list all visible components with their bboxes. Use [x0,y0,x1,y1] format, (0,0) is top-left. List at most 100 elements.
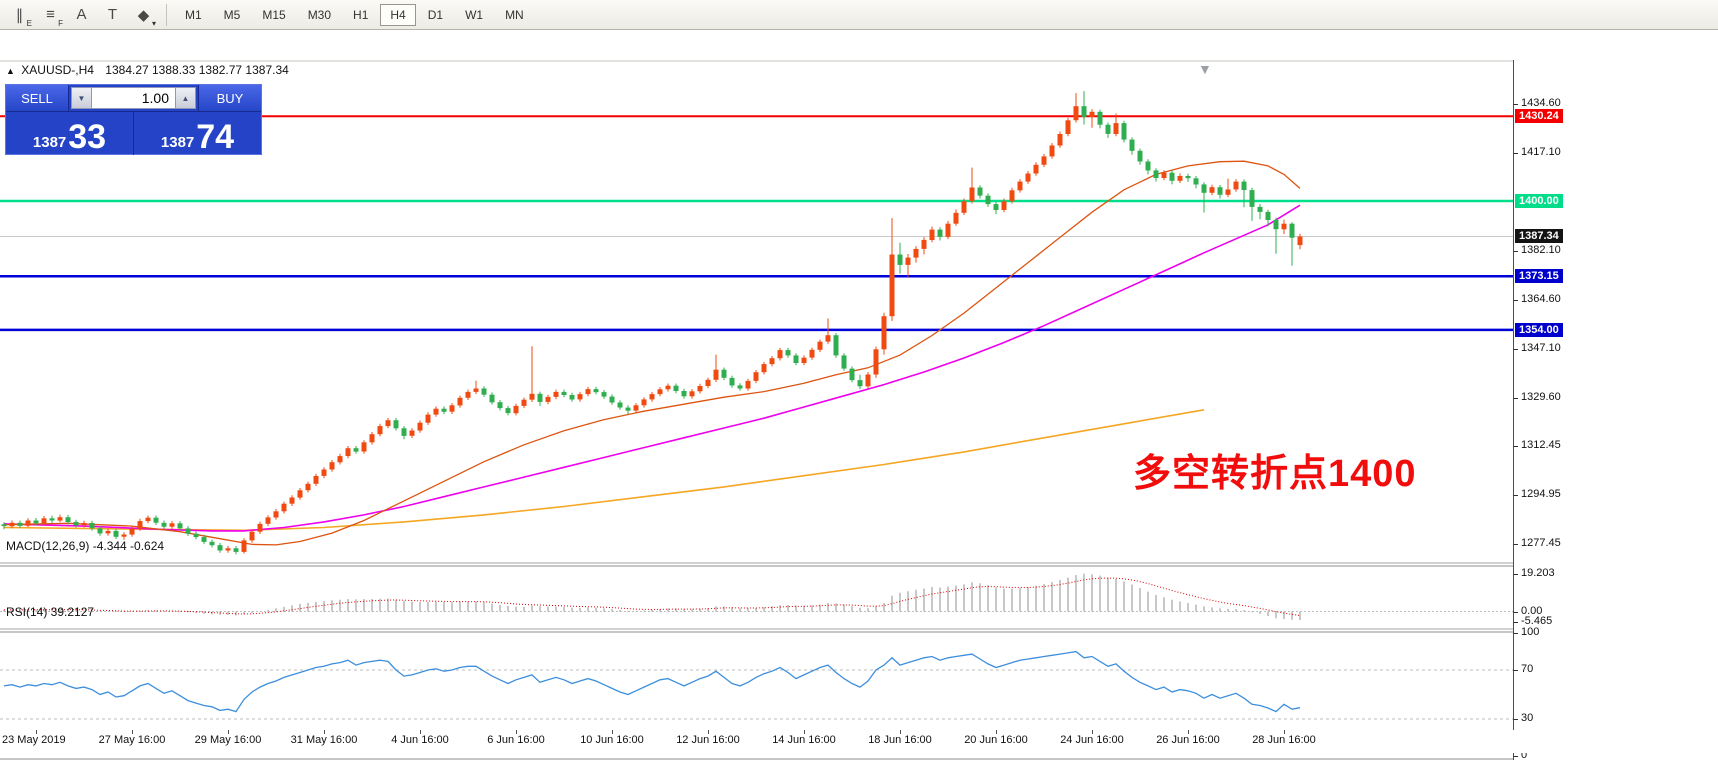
fibonacci-lines-icon: ≡ [46,6,55,23]
equidistant-channel-icon[interactable]: ∥ E [5,2,34,28]
timeframe-button-h1[interactable]: H1 [353,7,369,22]
price-tick-label: 1364.60 [1521,293,1561,305]
sell-price-display: 1387 33 [6,112,133,155]
time-tick-mark [324,730,325,734]
time-tick-mark [996,730,997,734]
rsi-tick-mark [1513,670,1518,671]
time-tick-label: 26 Jun 16:00 [1156,734,1220,746]
price-tick-label: 1277.45 [1521,537,1561,549]
price-tick-mark [1513,446,1518,447]
time-axis[interactable]: 23 May 2019 27 May 16:00 29 May 16:00 31 Ma… [0,730,1718,753]
time-tick-label: 23 May 2019 [2,734,66,746]
symbol-ohlc-bar: ▲ XAUUSD-,H4 1384.27 1388.33 1382.77 138… [6,63,289,77]
price-badge: 1430.24 [1515,109,1563,123]
time-tick-mark [1188,730,1189,734]
rsi-tick-mark [1513,719,1518,720]
price-tick-label: 1347.10 [1521,342,1561,354]
timeframe-button-h4[interactable]: H4 [380,3,416,26]
chart-region: 1434.60 1417.10 1382.10 1364.60 1347.10 1329.… [0,30,1718,761]
time-tick-mark [132,730,133,734]
rsi-tick-label: 70 [1521,663,1534,675]
volume-increment-button[interactable]: ▲ [175,87,196,109]
time-tick-mark [228,730,229,734]
time-tick-label: 29 May 16:00 [194,734,262,746]
fibonacci-lines-icon-sub: F [58,18,63,28]
price-tick-label: 1312.45 [1521,439,1561,451]
time-tick-mark [708,730,709,734]
time-tick-label: 24 Jun 16:00 [1060,734,1124,746]
price-badge: 1387.34 [1515,229,1563,243]
equidistant-channel-icon-sub: E [26,18,32,28]
macd-tick-label: -5.465 [1521,615,1553,627]
collapse-arrow-icon[interactable]: ▲ [6,66,15,76]
text-box-icon: T [107,6,118,23]
timeframe-button-d1[interactable]: D1 [427,7,444,22]
price-axis-line [1513,60,1514,760]
macd-indicator-label: MACD(12,26,9) -4.344 -0.624 [6,539,165,553]
buy-button[interactable]: BUY [198,85,261,111]
time-tick-label: 10 Jun 16:00 [580,734,644,746]
macd-tick-mark [1513,612,1518,613]
buy-price-pips: 74 [196,118,235,157]
shapes-icon: ◆ [137,6,150,24]
price-chart-canvas[interactable] [0,60,1513,760]
drawing-tools-group: ∥ E ≡ F A T ◆ ▾ [4,2,159,28]
price-tick-label: 1434.60 [1521,97,1561,109]
time-tick-label: 18 Jun 16:00 [868,734,932,746]
price-tick-mark [1513,251,1518,252]
rsi-tick-mark [1513,756,1518,757]
equidistant-channel-icon: ∥ [15,6,24,24]
text-label-icon: A [76,6,87,23]
price-tick-label: 1382.10 [1521,244,1561,256]
buy-price-main: 1387 [160,134,195,151]
time-tick-label: 20 Jun 16:00 [964,734,1028,746]
time-tick-label: 31 May 16:00 [290,734,358,746]
timeframe-group: M1 M5 M15 M30 H1 H4 D1 W1 MN [174,3,535,26]
macd-tick-label: 19.203 [1521,567,1555,579]
time-tick-mark [36,730,37,734]
sell-button[interactable]: SELL [6,85,69,111]
price-badge: 1354.00 [1515,323,1563,337]
shapes-icon[interactable]: ◆ ▾ [129,2,158,28]
timeframe-button-m1[interactable]: M1 [185,7,202,22]
macd-tick-mark [1513,622,1518,623]
toolbar-separator [166,3,167,26]
one-click-trade-panel: SELL ▼ 1.00 ▲ BUY 1387 33 1387 74 [5,84,262,155]
time-tick-label: 14 Jun 16:00 [772,734,836,746]
time-tick-mark [900,730,901,734]
time-tick-mark [1092,730,1093,734]
volume-stepper: ▼ 1.00 ▲ [69,85,198,111]
price-tick-mark [1513,104,1518,105]
time-tick-mark [420,730,421,734]
timeframe-button-m5[interactable]: M5 [223,7,241,22]
timeframe-button-m15[interactable]: M15 [262,7,286,22]
volume-input[interactable]: 1.00 [92,87,175,109]
timeframe-button-w1[interactable]: W1 [465,7,484,22]
price-tick-mark [1513,495,1518,496]
time-tick-mark [804,730,805,734]
fibonacci-lines-icon[interactable]: ≡ F [36,2,65,28]
rsi-tick-mark [1513,633,1518,634]
text-box-icon[interactable]: T [98,2,127,28]
time-tick-label: 6 Jun 16:00 [487,734,545,746]
price-tick-mark [1513,398,1518,399]
timeframe-button-mn[interactable]: MN [505,7,524,22]
volume-decrement-button[interactable]: ▼ [71,87,92,109]
price-tick-label: 1294.95 [1521,488,1561,500]
time-tick-label: 27 May 16:00 [98,734,166,746]
toolbar: ∥ E ≡ F A T ◆ ▾ M1 M5 M15 M30 H1 H4 D1 W1 MN [0,0,1718,30]
price-tick-mark [1513,544,1518,545]
text-label-icon[interactable]: A [67,2,96,28]
sell-price-main: 1387 [32,134,67,151]
sell-price-pips: 33 [68,118,107,157]
time-tick-label: 28 Jun 16:00 [1252,734,1316,746]
price-tick-mark [1513,349,1518,350]
shapes-icon-sub: ▾ [151,18,156,28]
chart-autoscroll-icon: ▼ [1198,61,1212,77]
rsi-tick-label: 30 [1521,712,1534,724]
price-tick-mark [1513,300,1518,301]
symbol-name: XAUUSD-,H4 [21,63,94,77]
timeframe-button-m30[interactable]: M30 [307,7,332,22]
rsi-indicator-label: RSI(14) 39.2127 [6,605,95,619]
price-badge: 1373.15 [1515,269,1563,283]
